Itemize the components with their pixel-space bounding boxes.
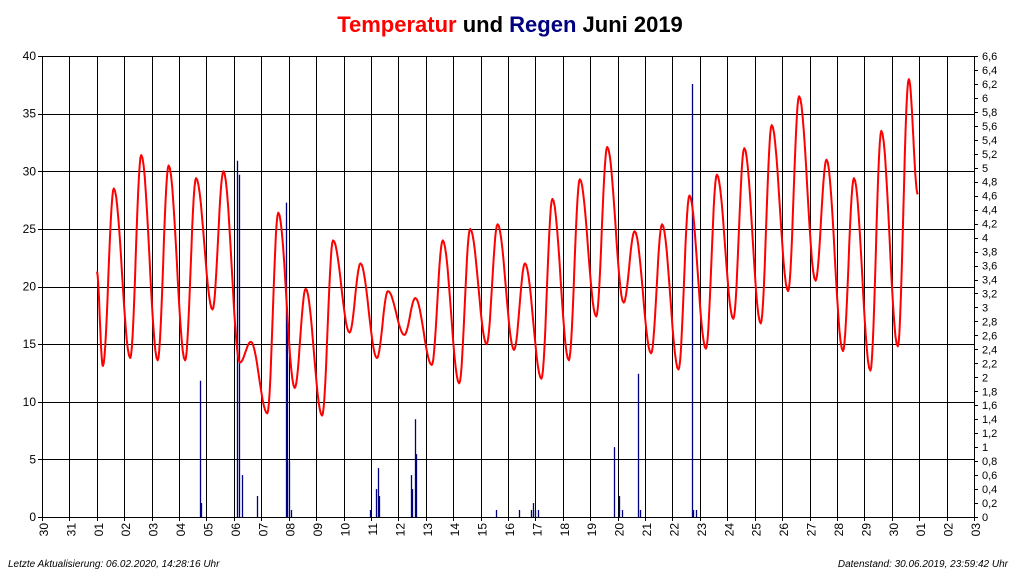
y-right-tick-label: 5,8	[982, 107, 997, 119]
y-right-tick-label: 0	[982, 512, 988, 524]
x-tick-label: 04	[174, 523, 188, 537]
y-right-tick-label: 1,6	[982, 400, 997, 412]
x-tick-label: 19	[585, 523, 599, 537]
x-tick-label: 18	[558, 523, 572, 537]
x-tick-label: 02	[942, 523, 956, 537]
y-left-tick-label: 15	[23, 337, 37, 351]
x-tick-label: 22	[668, 523, 682, 537]
y-right-tick-label: 1,8	[982, 386, 997, 398]
y-right-tick-label: 1,2	[982, 428, 997, 440]
y-right-tick-label: 4	[982, 233, 988, 245]
y-right-tick-label: 4,2	[982, 219, 997, 231]
x-tick-label: 24	[722, 523, 736, 537]
y-right-tick-label: 2	[982, 372, 988, 384]
x-tick-label: 25	[750, 523, 764, 537]
plot-frame	[42, 56, 978, 518]
y-left-tick-label: 35	[23, 107, 37, 121]
x-tick-label: 15	[476, 523, 490, 537]
x-tick-label: 05	[202, 523, 216, 537]
y-right-tick-label: 1,4	[982, 414, 997, 426]
title-connector: und	[456, 12, 510, 37]
y-right-tick-label: 5,2	[982, 149, 997, 161]
x-tick-label: 27	[805, 523, 819, 537]
y-left-tick-labels: 0 5 10 15 20 25 30 35 40	[23, 49, 37, 524]
y-right-tick-label: 2,2	[982, 358, 997, 370]
x-tick-label: 12	[393, 523, 407, 537]
y-right-tick-label: 3	[982, 302, 988, 314]
y-right-tick-label: 4,4	[982, 205, 997, 217]
x-tick-label: 10	[339, 523, 353, 537]
x-tick-label: 23	[695, 523, 709, 537]
x-tick-label: 28	[832, 523, 846, 537]
title-month: Juni 2019	[576, 12, 683, 37]
y-left-tick-label: 5	[29, 452, 36, 466]
y-right-tick-labels: 0 0,2 0,4 0,6 0,8 1 1,2 1,4 1,6 1,8 2 2,2 2,4 2,6 2,8 3…	[982, 51, 997, 524]
y-right-tick-label: 2,6	[982, 330, 997, 342]
x-tick-labels: 30 31 01 02 03 04 05 06 07 08 09 10 11 12 13 14 15 16 17 18…	[37, 523, 983, 537]
x-tick-label: 17	[530, 523, 544, 537]
x-tick-label: 30	[887, 523, 901, 537]
y-right-tick-label: 1	[982, 442, 988, 454]
y-right-tick-label: 3,4	[982, 275, 997, 287]
y-left-tick-label: 30	[23, 164, 37, 178]
x-tick-label: 07	[256, 523, 270, 537]
x-tick-label: 20	[613, 523, 627, 537]
y-right-tick-label: 3,8	[982, 247, 997, 259]
x-tick-label: 08	[284, 523, 298, 537]
x-tick-label: 14	[448, 523, 462, 537]
y-right-tick-label: 0,2	[982, 498, 997, 510]
y-right-tick-label: 4,8	[982, 177, 997, 189]
y-left-tick-label: 20	[23, 280, 37, 294]
x-tick-label: 31	[64, 523, 78, 537]
y-right-tick-label: 0,6	[982, 470, 997, 482]
title-rain: Regen	[509, 12, 577, 37]
y-right-tick-label: 5,6	[982, 121, 997, 133]
y-left-tick-label: 10	[23, 395, 37, 409]
temperature-line	[95, 78, 919, 417]
plot-border	[42, 56, 975, 518]
y-right-tick-label: 5	[982, 163, 988, 175]
x-tick-label: 26	[777, 523, 791, 537]
y-right-tick-label: 3,2	[982, 288, 997, 300]
x-tick-label: 01	[92, 523, 106, 537]
y-right-tick-label: 6,6	[982, 51, 997, 63]
y-left-tick-label: 25	[23, 222, 37, 236]
x-tick-label: 11	[366, 523, 380, 536]
y-right-tick-label: 2,4	[982, 344, 997, 356]
y-right-tick-label: 0,8	[982, 456, 997, 468]
x-tick-label: 06	[229, 523, 243, 537]
y-right-tick-label: 0,4	[982, 484, 997, 496]
last-update-note: Letzte Aktualisierung: 06.02.2020, 14:28…	[8, 559, 220, 570]
y-right-tick-label: 2,8	[982, 316, 997, 328]
x-tick-label: 01	[914, 523, 928, 537]
y-right-tick-label: 6	[982, 93, 988, 105]
y-right-tick-label: 3,6	[982, 261, 997, 273]
data-status-note: Datenstand: 30.06.2019, 23:59:42 Uhr	[837, 559, 1008, 570]
x-tick-label: 09	[311, 523, 325, 537]
y-right-tick-label: 6,4	[982, 65, 997, 77]
x-tick-label: 13	[421, 523, 435, 537]
y-right-tick-label: 6,2	[982, 79, 997, 91]
y-right-tick-label: 4,6	[982, 191, 997, 203]
temperature-series	[95, 78, 919, 417]
x-tick-label: 21	[640, 523, 654, 537]
x-tick-label: 02	[119, 523, 133, 537]
x-tick-label: 03	[147, 523, 161, 537]
y-left-tick-label: 0	[29, 510, 36, 524]
x-tick-label: 03	[969, 523, 983, 537]
title-temperature: Temperatur	[337, 12, 457, 37]
x-tick-label: 29	[859, 523, 873, 537]
chart-title: Temperatur und Regen Juni 2019	[0, 12, 1020, 38]
x-tick-label: 16	[503, 523, 517, 537]
rain-series	[199, 83, 698, 517]
y-left-tick-label: 40	[23, 49, 37, 63]
y-right-tick-label: 5,4	[982, 135, 997, 147]
x-tick-label: 30	[37, 523, 51, 537]
